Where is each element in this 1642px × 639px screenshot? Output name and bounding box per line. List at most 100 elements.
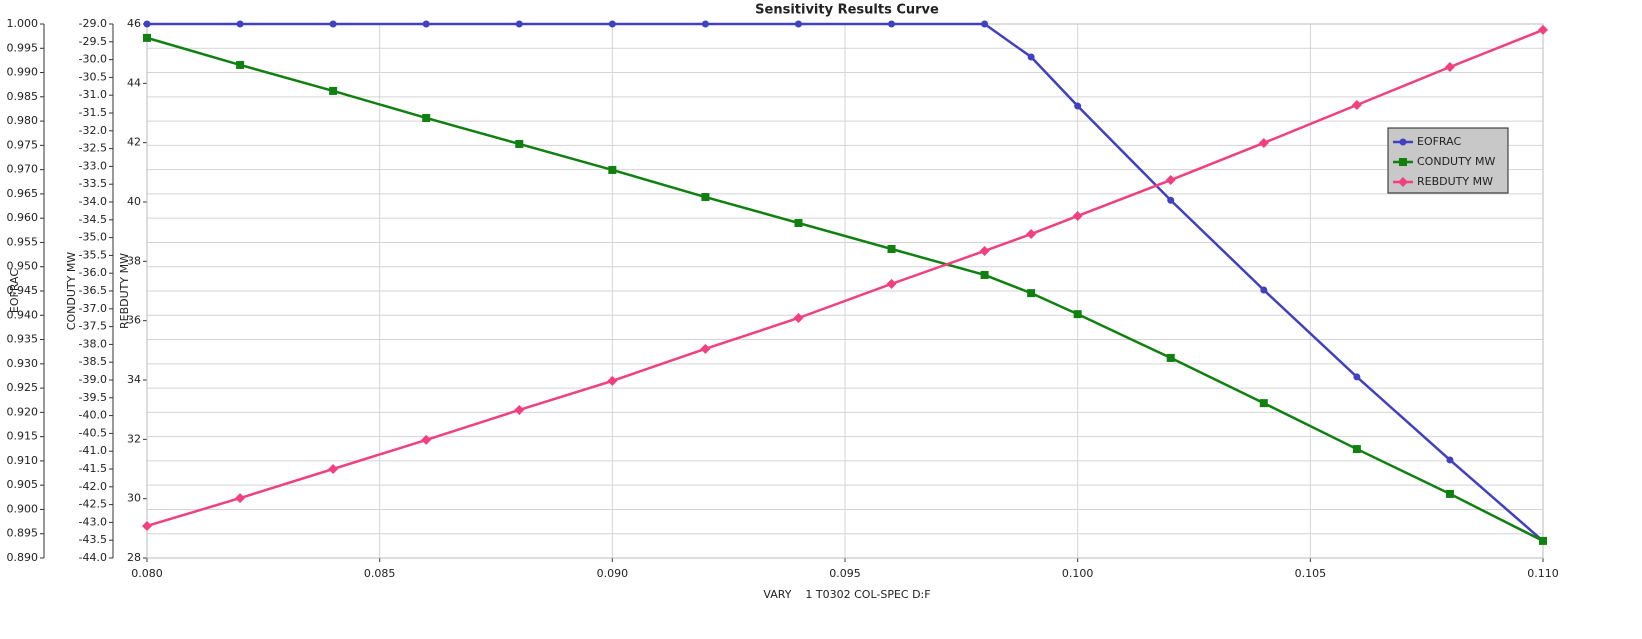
y2-tick-label: -41.5 (79, 462, 107, 475)
y3-axis-label: REBDUTY MW (118, 253, 131, 329)
y2-tick-label: -31.5 (79, 106, 107, 119)
data-point (1165, 175, 1176, 186)
legend-label: CONDUTY MW (1417, 155, 1496, 168)
data-point (793, 312, 804, 323)
y-tick-label: 0.905 (7, 478, 39, 491)
y-tick-label: 0.920 (7, 405, 39, 418)
y2-tick-label: -38.0 (79, 337, 107, 350)
data-point (887, 244, 896, 253)
data-point (1351, 99, 1362, 110)
y2-tick-label: -35.5 (79, 248, 107, 261)
y2-tick-label: -37.0 (79, 302, 107, 315)
data-point (515, 139, 524, 148)
legend-marker (1399, 138, 1407, 146)
data-point (1074, 102, 1082, 110)
data-point (701, 20, 709, 28)
data-point (1026, 229, 1037, 240)
data-point (142, 520, 152, 531)
y-tick-label: 0.915 (7, 430, 39, 443)
data-point (235, 493, 246, 504)
data-point (607, 375, 618, 386)
y-tick-label: 0.965 (7, 187, 39, 200)
y2-tick-label: -35.0 (79, 231, 107, 244)
y2-tick-label: -34.0 (79, 195, 107, 208)
y2-tick-label: -39.5 (79, 391, 107, 404)
y3-tick-label: 46 (127, 17, 141, 30)
y-tick-label: 0.910 (7, 454, 39, 467)
data-point (1258, 137, 1269, 148)
y-tick-label: 0.960 (7, 211, 39, 224)
y-tick-label: 0.970 (7, 163, 39, 176)
legend-marker (1398, 177, 1408, 187)
y-tick-label: 0.900 (7, 502, 39, 515)
y2-tick-label: -36.5 (79, 284, 107, 297)
y2-tick-label: -30.0 (79, 53, 107, 66)
data-point (1166, 353, 1175, 362)
y3-tick-label: 32 (127, 432, 141, 445)
data-point (1072, 210, 1083, 221)
legend-label: REBDUTY MW (1417, 175, 1493, 188)
y-tick-label: 0.950 (7, 260, 39, 273)
data-point (1352, 445, 1361, 454)
data-point (1538, 24, 1548, 35)
y2-tick-label: -29.0 (79, 17, 107, 30)
y2-tick-label: -40.5 (79, 426, 107, 439)
x-tick-label: 0.080 (131, 567, 163, 580)
y3-tick-label: 44 (127, 76, 141, 89)
x-tick-label: 0.110 (1527, 567, 1559, 580)
y2-tick-label: -38.5 (79, 355, 107, 368)
data-point (143, 20, 151, 28)
y2-tick-label: -41.0 (79, 444, 107, 457)
data-point (1260, 286, 1268, 294)
grid (146, 23, 1544, 559)
y2-tick-label: -33.0 (79, 159, 107, 172)
y3-tick-label: 30 (127, 492, 141, 505)
y-tick-label: 0.925 (7, 381, 39, 394)
x-axis-label: VARY 1 T0302 COL-SPEC D:F (763, 588, 930, 601)
data-point (143, 33, 151, 42)
data-point (422, 20, 430, 28)
data-point (514, 404, 525, 415)
data-point (700, 343, 711, 354)
y2-tick-label: -43.0 (79, 515, 107, 528)
y3-tick-label: 34 (127, 373, 141, 386)
y2-tick-label: -39.0 (79, 373, 107, 386)
data-point (1539, 536, 1547, 545)
data-point (1027, 53, 1035, 61)
y2-tick-label: -30.5 (79, 70, 107, 83)
y3-tick-label: 38 (127, 254, 141, 267)
x-tick-label: 0.105 (1295, 567, 1327, 580)
y3-tick-label: 36 (127, 314, 141, 327)
data-point (422, 113, 431, 122)
y-tick-label: 0.890 (7, 551, 39, 564)
y2-tick-label: -34.5 (79, 213, 107, 226)
legend-marker (1399, 158, 1407, 166)
data-point (981, 20, 989, 28)
data-point (1446, 456, 1454, 464)
y2-tick-label: -43.5 (79, 533, 107, 546)
y2-tick-label: -40.0 (79, 409, 107, 422)
y2-tick-label: -42.5 (79, 498, 107, 511)
y-tick-label: 0.895 (7, 527, 39, 540)
data-point (328, 464, 339, 474)
y-tick-label: 0.930 (7, 357, 39, 370)
data-point (886, 278, 897, 289)
data-point (1444, 62, 1455, 73)
y2-tick-label: -44.0 (79, 551, 107, 564)
y2-tick-label: -32.0 (79, 124, 107, 137)
data-point (236, 60, 245, 69)
y-tick-label: 0.955 (7, 235, 39, 248)
data-point (329, 20, 337, 28)
x-tick-label: 0.095 (829, 567, 861, 580)
data-point (1445, 489, 1454, 498)
y-tick-label: 1.000 (7, 17, 39, 30)
data-point (608, 20, 616, 28)
y-tick-label: 0.945 (7, 284, 39, 297)
legend-label: EOFRAC (1417, 135, 1461, 148)
y-tick-label: 0.995 (7, 41, 39, 54)
data-point (794, 219, 803, 228)
chart-title: Sensitivity Results Curve (755, 3, 939, 18)
y-axis-label: EOFRAC (8, 269, 21, 313)
y3-tick-label: 42 (127, 136, 141, 149)
y2-tick-label: -42.0 (79, 480, 107, 493)
